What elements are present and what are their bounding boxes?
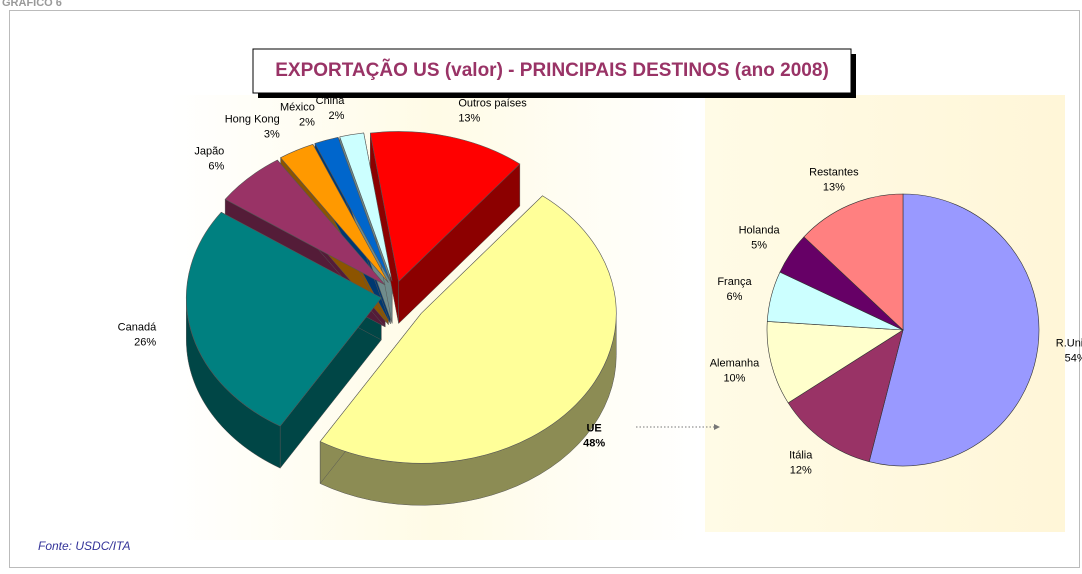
slice xyxy=(224,159,386,286)
frame xyxy=(9,10,1080,568)
slice xyxy=(339,132,393,282)
slice-label: R.Unido xyxy=(1056,337,1082,349)
slice-value: 26% xyxy=(134,337,156,349)
slice-value: 3% xyxy=(264,129,280,141)
slice-label: França xyxy=(717,276,752,288)
slice-value: 48% xyxy=(583,438,605,450)
slice-value: 13% xyxy=(823,181,845,193)
slice-label: Alemanha xyxy=(710,358,760,370)
slice-value: 5% xyxy=(751,240,767,252)
source: Fonte: USDC/ITA xyxy=(38,539,130,553)
slice-label: Restantes xyxy=(809,166,859,178)
slice-value: 2% xyxy=(299,116,315,128)
slice-label: Itália xyxy=(789,450,813,462)
slice xyxy=(369,131,521,283)
slice xyxy=(787,329,904,463)
slice xyxy=(319,195,617,464)
header: GRAFICO 6 xyxy=(2,0,62,9)
slice-label: Japão xyxy=(194,145,224,157)
slice-value: 12% xyxy=(790,465,812,477)
title-box xyxy=(252,48,852,94)
slice xyxy=(280,143,389,283)
slice xyxy=(868,193,1040,467)
slice-label: Hong Kong xyxy=(225,114,280,126)
connector-head xyxy=(714,424,720,430)
slice-value: 54% xyxy=(1065,352,1082,364)
slice-label: Outros países xyxy=(458,97,527,109)
slice-value: 13% xyxy=(458,112,480,124)
chart-title: EXPORTAÇÃO US (valor) - PRINCIPAIS DESTI… xyxy=(275,59,829,81)
slice-value: 6% xyxy=(208,160,224,172)
slice xyxy=(186,211,382,427)
slice-label: Canadá xyxy=(118,322,157,334)
slice-value: 2% xyxy=(328,110,344,122)
slice-label: UE xyxy=(586,423,601,435)
slice-label: Holanda xyxy=(739,225,781,237)
slice xyxy=(314,136,391,282)
slice-value: 10% xyxy=(723,373,745,385)
slice xyxy=(766,321,904,404)
slice xyxy=(803,193,904,331)
slice-value: 6% xyxy=(727,291,743,303)
slice-label: México xyxy=(280,101,315,113)
slice-label: China xyxy=(316,95,346,107)
